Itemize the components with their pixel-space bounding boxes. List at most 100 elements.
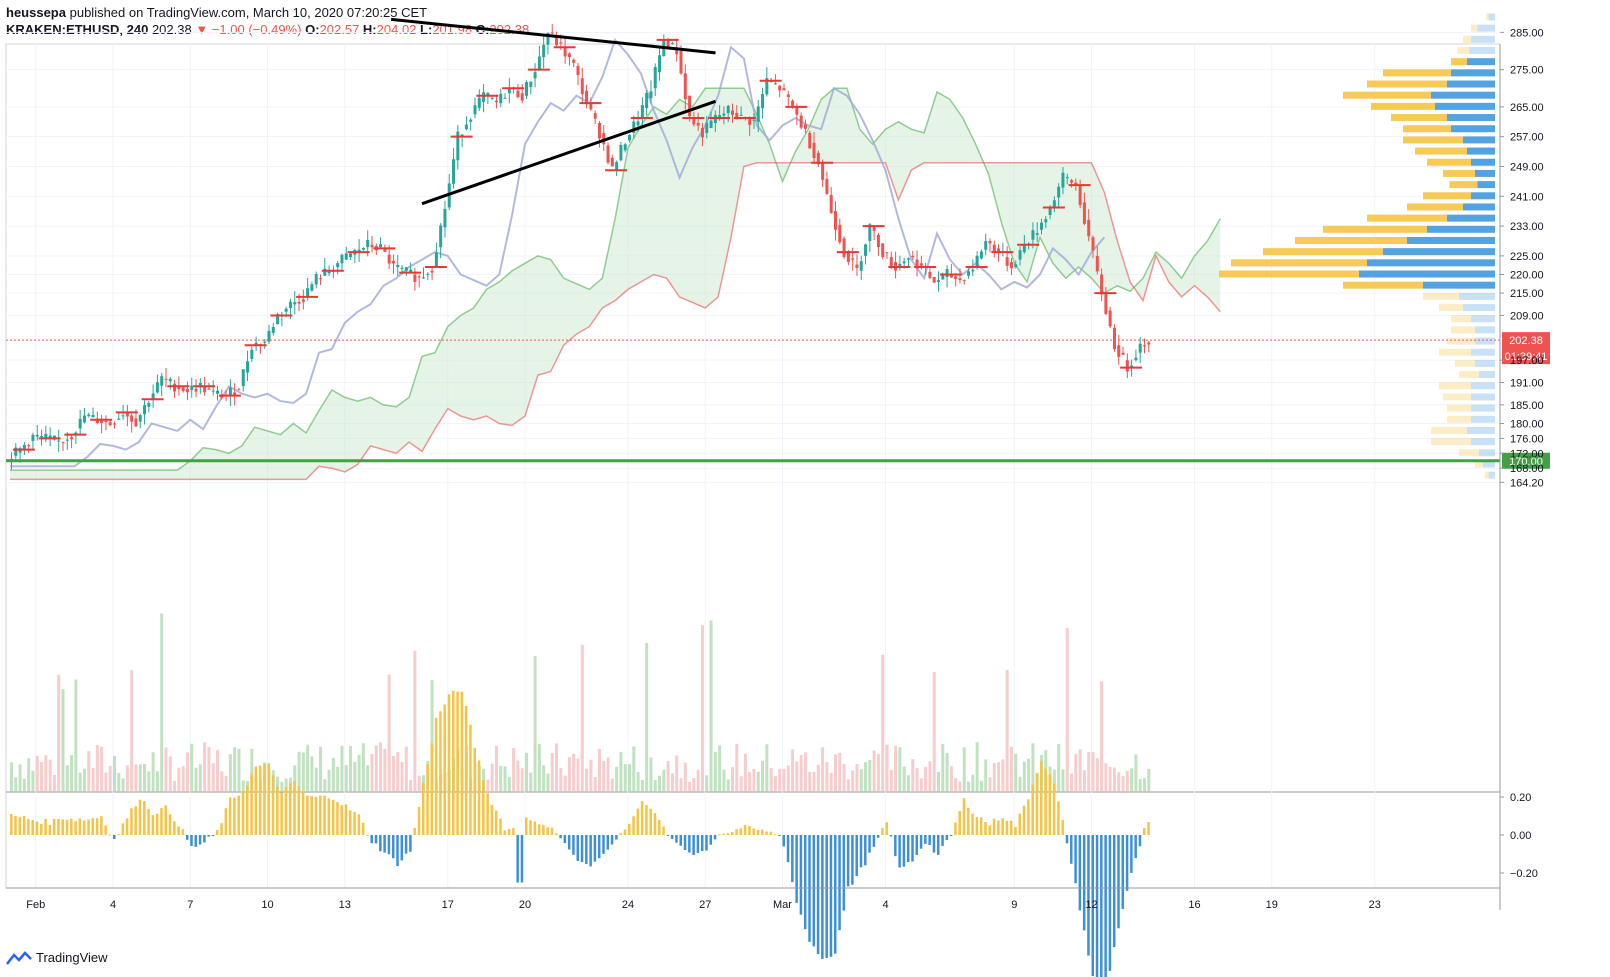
candle-body xyxy=(653,67,657,89)
volume-bar xyxy=(1130,768,1134,792)
countdown-label: 01:39:41 xyxy=(1505,351,1548,363)
volume-profile-down xyxy=(1383,69,1451,77)
volume-bar xyxy=(658,775,662,792)
osc-bar xyxy=(752,828,755,835)
volume-bar xyxy=(572,753,576,792)
volume-bar xyxy=(314,767,318,792)
volume-bar xyxy=(979,781,983,792)
candle-body xyxy=(911,255,915,258)
volume-profile-down xyxy=(1343,91,1431,99)
time-tick-label: 13 xyxy=(339,899,351,911)
volume-bar xyxy=(306,744,310,792)
volume-bar xyxy=(164,747,168,792)
volume-profile-up xyxy=(1471,315,1495,323)
volume-bar xyxy=(1125,770,1129,792)
volume-bar xyxy=(336,766,340,792)
candle-body xyxy=(808,132,812,149)
osc-bar xyxy=(1143,828,1146,835)
time-tick-label: 23 xyxy=(1369,899,1381,911)
osc-bar xyxy=(653,813,657,835)
osc-bar xyxy=(185,835,189,840)
candle-body xyxy=(477,97,481,109)
volume-bar xyxy=(713,751,717,792)
volume-bar xyxy=(885,744,889,792)
candle-body xyxy=(503,97,507,99)
candle-body xyxy=(121,415,125,417)
volume-bar xyxy=(791,749,795,792)
volume-bar xyxy=(542,765,546,792)
osc-bar xyxy=(314,796,318,835)
volume-profile-up xyxy=(1479,371,1495,379)
volume-bar xyxy=(756,771,760,792)
candle-body xyxy=(533,72,537,79)
candle-body xyxy=(812,142,816,159)
candle-body xyxy=(469,119,473,122)
price-tick-label: 172.00 xyxy=(1510,448,1544,460)
candle-body xyxy=(48,435,52,439)
price-tick-label: 285.00 xyxy=(1510,27,1544,39)
osc-bar xyxy=(842,835,846,911)
volume-bar xyxy=(95,744,99,792)
candle-body xyxy=(546,32,550,45)
candle-body xyxy=(194,388,198,392)
volume-bar xyxy=(859,769,863,792)
osc-bar xyxy=(1040,761,1043,835)
volume-bar xyxy=(585,768,589,792)
osc-bar xyxy=(331,799,335,835)
osc-bar xyxy=(696,835,700,854)
osc-bar xyxy=(224,808,228,835)
author-name[interactable]: heussepa xyxy=(6,5,66,20)
volume-bar xyxy=(628,764,631,792)
footer-brand[interactable]: TradingView xyxy=(36,950,108,965)
trend-lines[interactable]: 170.00 202.38 01:39:41 xyxy=(6,17,1550,469)
volume-profile-up xyxy=(1467,147,1495,155)
osc-bar xyxy=(756,829,760,835)
osc-bar xyxy=(366,834,369,836)
time-tick-label: 20 xyxy=(519,899,531,911)
candle-body xyxy=(683,73,687,100)
volume-bar xyxy=(138,764,142,792)
volume-bar xyxy=(1078,749,1082,792)
osc-bar xyxy=(1018,813,1022,835)
time-tick-label: 7 xyxy=(187,899,193,911)
osc-bar xyxy=(87,819,90,835)
candle-body xyxy=(1091,237,1095,251)
candle-body xyxy=(1044,219,1048,223)
volume-bar xyxy=(147,771,151,792)
osc-bar xyxy=(816,835,820,955)
osc-bar xyxy=(430,743,434,835)
candle-body xyxy=(1018,250,1022,260)
price-tick-label: 249.00 xyxy=(1510,161,1544,173)
osc-bar xyxy=(297,786,301,835)
trendline xyxy=(390,17,716,55)
price-tick-label: 275.00 xyxy=(1510,65,1544,77)
osc-bar xyxy=(233,797,236,835)
volume-profile-up xyxy=(1447,214,1495,222)
candle-body xyxy=(705,122,709,133)
osc-bar xyxy=(1082,835,1086,931)
osc-bar xyxy=(288,783,292,835)
volume-bar xyxy=(842,763,846,792)
open-label: O: xyxy=(305,22,320,37)
volume-bar xyxy=(761,760,765,792)
osc-bar xyxy=(997,820,1000,835)
volume-profile-down xyxy=(1459,449,1479,457)
osc-bar xyxy=(885,822,888,835)
volume-bar xyxy=(151,752,155,792)
osc-bar xyxy=(679,835,682,846)
volume-bar xyxy=(78,772,82,792)
osc-bar xyxy=(623,829,627,835)
time-tick-label: 9 xyxy=(1011,899,1017,911)
symbol-name[interactable]: KRAKEN:ETHUSD, 240 xyxy=(6,22,149,37)
volume-bar xyxy=(937,772,940,792)
candle-body xyxy=(14,447,18,456)
volume-bar xyxy=(834,754,837,792)
osc-bar xyxy=(795,835,798,903)
volume-bars xyxy=(10,613,1151,792)
osc-bar xyxy=(74,821,77,835)
candle-body xyxy=(623,144,627,151)
volume-bar xyxy=(889,769,893,792)
volume-bar xyxy=(293,765,297,792)
volume-bar xyxy=(87,751,91,792)
